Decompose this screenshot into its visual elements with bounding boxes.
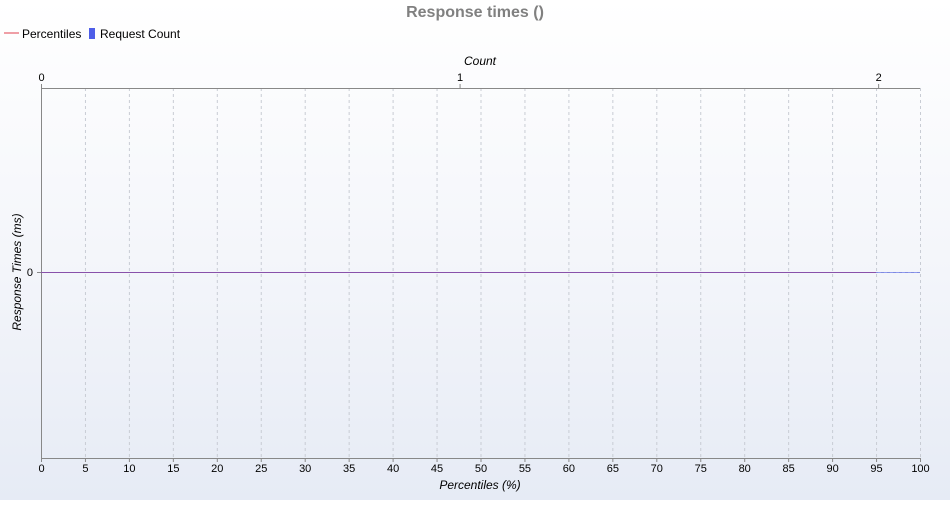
x-tick-label: 35 <box>343 463 355 475</box>
x-tick-label: 30 <box>299 463 311 475</box>
y-tick-label: 0 <box>27 267 33 279</box>
x-tick-label: 55 <box>519 463 531 475</box>
x-tick-label: 50 <box>475 463 487 475</box>
x-tick-label: 60 <box>563 463 575 475</box>
x2-tick-label: 1 <box>457 72 463 84</box>
x-tick-label: 0 <box>38 463 44 475</box>
x-tick-label: 10 <box>123 463 135 475</box>
x-tick-label: 95 <box>870 463 882 475</box>
legend: Percentiles Request Count <box>4 27 181 41</box>
x-tick-label: 15 <box>167 463 179 475</box>
x-tick-label: 20 <box>211 463 223 475</box>
x-tick-label: 90 <box>826 463 838 475</box>
x-tick-label: 80 <box>739 463 751 475</box>
legend-percentiles-label: Percentiles <box>22 27 81 41</box>
x-tick-label: 5 <box>82 463 88 475</box>
chart-title: Response times () <box>406 4 544 21</box>
x-axis-label: Percentiles (%) <box>439 478 520 492</box>
x2-tick-label: 2 <box>876 72 882 84</box>
x-tick-label: 85 <box>783 463 795 475</box>
grid <box>41 88 921 458</box>
x-tick-label: 65 <box>607 463 619 475</box>
x-tick-label: 40 <box>387 463 399 475</box>
x2-tick-label: 0 <box>38 72 44 84</box>
legend-request-count-label: Request Count <box>100 27 181 41</box>
x-tick-label: 45 <box>431 463 443 475</box>
y-axis-label: Response Times (ms) <box>10 213 24 330</box>
x-tick-label: 100 <box>911 463 929 475</box>
ticks: 0 5 10 15 20 25 30 35 40 45 50 55 60 65 70 75 80 85 90 95 10… <box>27 72 930 475</box>
x-tick-label: 75 <box>695 463 707 475</box>
top-axis-label: Count <box>464 54 497 68</box>
legend-request-count-swatch <box>89 28 95 39</box>
x-tick-label: 70 <box>651 463 663 475</box>
x-tick-label: 25 <box>255 463 267 475</box>
